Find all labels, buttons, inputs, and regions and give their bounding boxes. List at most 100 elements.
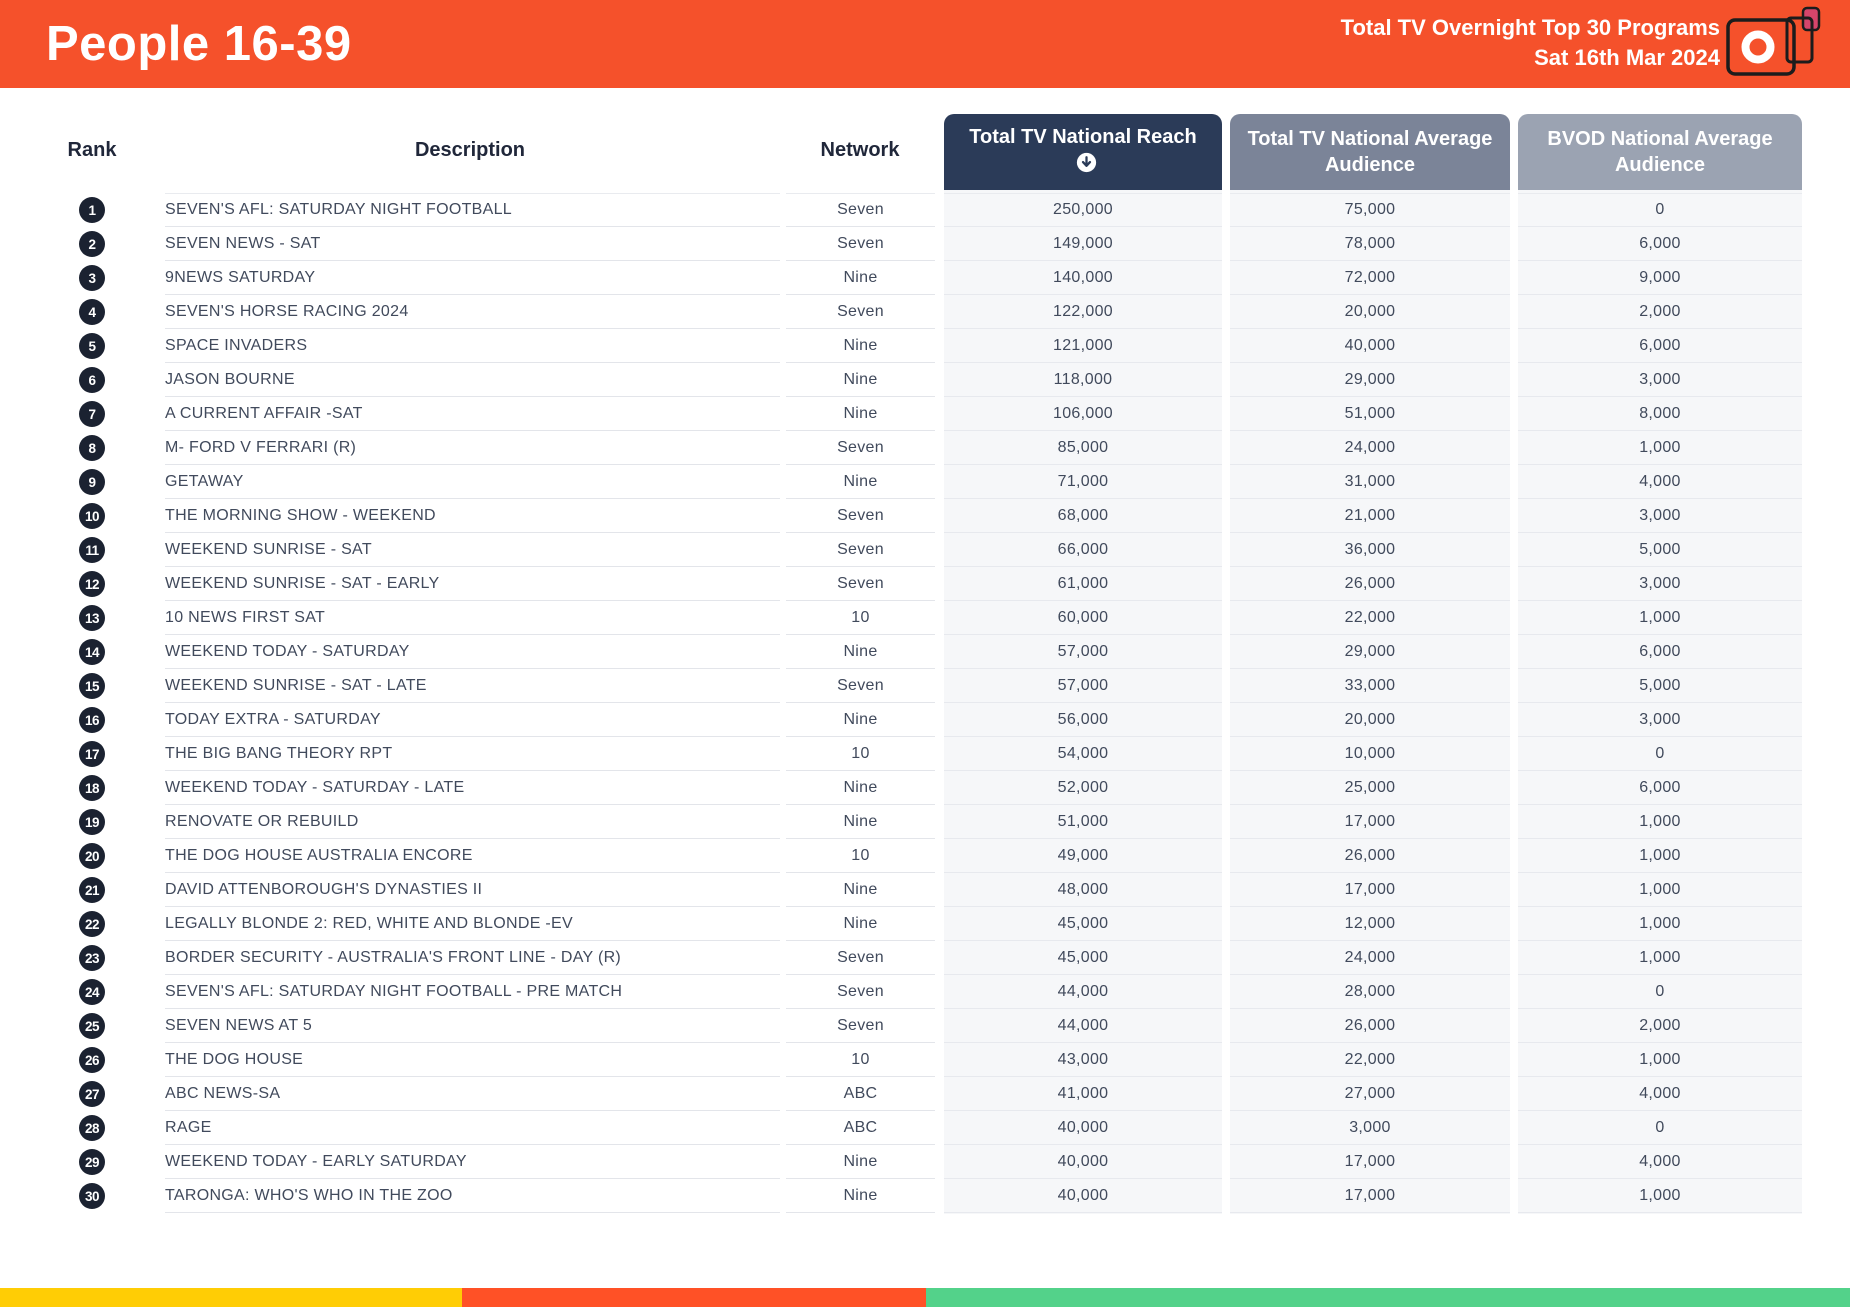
reach-value: 44,000 <box>944 1009 1222 1043</box>
program-description: THE DOG HOUSE <box>165 1043 780 1077</box>
reach-value: 61,000 <box>944 567 1222 601</box>
bvod-audience-value: 5,000 <box>1518 669 1802 703</box>
network-name: Seven <box>786 669 935 703</box>
program-description: ABC NEWS-SA <box>165 1077 780 1111</box>
avg-audience-value: 3,000 <box>1230 1111 1510 1145</box>
rank-badge: 3 <box>79 265 105 291</box>
table-row: 1 SEVEN'S AFL: SATURDAY NIGHT FOOTBALL S… <box>0 193 1850 227</box>
table-row: 17 THE BIG BANG THEORY RPT 10 54,000 10,… <box>0 737 1850 771</box>
program-description: 9NEWS SATURDAY <box>165 261 780 295</box>
table-row: 19 RENOVATE OR REBUILD Nine 51,000 17,00… <box>0 805 1850 839</box>
rank-badge: 19 <box>79 809 105 835</box>
network-name: Seven <box>786 567 935 601</box>
column-header-total-tv-reach[interactable]: Total TV National Reach <box>944 114 1222 190</box>
table-row: 10 THE MORNING SHOW - WEEKEND Seven 68,0… <box>0 499 1850 533</box>
avg-audience-value: 17,000 <box>1230 805 1510 839</box>
network-name: Seven <box>786 193 935 227</box>
avg-audience-value: 20,000 <box>1230 703 1510 737</box>
rank-badge: 21 <box>79 877 105 903</box>
bvod-audience-value: 3,000 <box>1518 567 1802 601</box>
avg-audience-value: 31,000 <box>1230 465 1510 499</box>
bvod-audience-value: 0 <box>1518 737 1802 771</box>
bvod-audience-value: 8,000 <box>1518 397 1802 431</box>
network-name: Nine <box>786 1145 935 1179</box>
bvod-audience-value: 9,000 <box>1518 261 1802 295</box>
program-description: BORDER SECURITY - AUSTRALIA'S FRONT LINE… <box>165 941 780 975</box>
column-header-bvod-average[interactable]: BVOD National Average Audience <box>1518 114 1802 190</box>
program-description: JASON BOURNE <box>165 363 780 397</box>
table-row: 8 M- FORD V FERRARI (R) Seven 85,000 24,… <box>0 431 1850 465</box>
program-description: A CURRENT AFFAIR -SAT <box>165 397 780 431</box>
network-name: ABC <box>786 1077 935 1111</box>
network-name: Nine <box>786 703 935 737</box>
report-subtitle: Total TV Overnight Top 30 Programs Sat 1… <box>1341 13 1720 73</box>
network-name: Nine <box>786 771 935 805</box>
bvod-audience-value: 1,000 <box>1518 839 1802 873</box>
bvod-audience-value: 0 <box>1518 1111 1802 1145</box>
rank-badge: 5 <box>79 333 105 359</box>
bvod-audience-value: 3,000 <box>1518 363 1802 397</box>
bvod-audience-value: 4,000 <box>1518 1145 1802 1179</box>
table-row: 9 GETAWAY Nine 71,000 31,000 4,000 <box>0 465 1850 499</box>
bvod-audience-value: 1,000 <box>1518 873 1802 907</box>
bvod-audience-value: 1,000 <box>1518 601 1802 635</box>
bvod-audience-value: 5,000 <box>1518 533 1802 567</box>
program-description: M- FORD V FERRARI (R) <box>165 431 780 465</box>
program-description: SPACE INVADERS <box>165 329 780 363</box>
network-name: 10 <box>786 601 935 635</box>
reach-value: 66,000 <box>944 533 1222 567</box>
program-description: SEVEN'S AFL: SATURDAY NIGHT FOOTBALL - P… <box>165 975 780 1009</box>
program-description: RAGE <box>165 1111 780 1145</box>
table-row: 20 THE DOG HOUSE AUSTRALIA ENCORE 10 49,… <box>0 839 1850 873</box>
avg-audience-value: 12,000 <box>1230 907 1510 941</box>
reach-value: 48,000 <box>944 873 1222 907</box>
avg-audience-value: 24,000 <box>1230 941 1510 975</box>
avg-audience-value: 20,000 <box>1230 295 1510 329</box>
rank-badge: 24 <box>79 979 105 1005</box>
program-description: THE DOG HOUSE AUSTRALIA ENCORE <box>165 839 780 873</box>
reach-value: 54,000 <box>944 737 1222 771</box>
table-row: 6 JASON BOURNE Nine 118,000 29,000 3,000 <box>0 363 1850 397</box>
bvod-audience-value: 3,000 <box>1518 499 1802 533</box>
table-row: 27 ABC NEWS-SA ABC 41,000 27,000 4,000 <box>0 1077 1850 1111</box>
bvod-audience-value: 6,000 <box>1518 329 1802 363</box>
program-description: LEGALLY BLONDE 2: RED, WHITE AND BLONDE … <box>165 907 780 941</box>
table-row: 22 LEGALLY BLONDE 2: RED, WHITE AND BLON… <box>0 907 1850 941</box>
avg-audience-value: 72,000 <box>1230 261 1510 295</box>
rank-badge: 14 <box>79 639 105 665</box>
rank-badge: 18 <box>79 775 105 801</box>
avg-audience-value: 17,000 <box>1230 1179 1510 1213</box>
avg-audience-value: 78,000 <box>1230 227 1510 261</box>
avg-audience-value: 25,000 <box>1230 771 1510 805</box>
bvod-audience-value: 3,000 <box>1518 703 1802 737</box>
network-name: Nine <box>786 261 935 295</box>
avg-audience-value: 28,000 <box>1230 975 1510 1009</box>
reach-value: 49,000 <box>944 839 1222 873</box>
rank-badge: 13 <box>79 605 105 631</box>
network-name: Nine <box>786 873 935 907</box>
rank-badge: 8 <box>79 435 105 461</box>
program-description: DAVID ATTENBOROUGH'S DYNASTIES II <box>165 873 780 907</box>
table-row: 2 SEVEN NEWS - SAT Seven 149,000 78,000 … <box>0 227 1850 261</box>
reach-value: 40,000 <box>944 1179 1222 1213</box>
reach-value: 52,000 <box>944 771 1222 805</box>
bvod-audience-value: 6,000 <box>1518 227 1802 261</box>
bvod-audience-value: 0 <box>1518 975 1802 1009</box>
rank-badge: 29 <box>79 1149 105 1175</box>
reach-value: 68,000 <box>944 499 1222 533</box>
table-row: 29 WEEKEND TODAY - EARLY SATURDAY Nine 4… <box>0 1145 1850 1179</box>
network-name: Seven <box>786 295 935 329</box>
rank-badge: 27 <box>79 1081 105 1107</box>
avg-audience-value: 75,000 <box>1230 193 1510 227</box>
avg-audience-value: 26,000 <box>1230 567 1510 601</box>
network-name: Seven <box>786 499 935 533</box>
table-row: 5 SPACE INVADERS Nine 121,000 40,000 6,0… <box>0 329 1850 363</box>
rank-badge: 9 <box>79 469 105 495</box>
avg-audience-value: 22,000 <box>1230 1043 1510 1077</box>
sort-descending-icon <box>1076 152 1097 180</box>
network-name: Seven <box>786 533 935 567</box>
column-header-total-tv-average[interactable]: Total TV National Average Audience <box>1230 114 1510 190</box>
reach-value: 121,000 <box>944 329 1222 363</box>
avg-audience-value: 26,000 <box>1230 839 1510 873</box>
program-description: SEVEN'S AFL: SATURDAY NIGHT FOOTBALL <box>165 193 780 227</box>
